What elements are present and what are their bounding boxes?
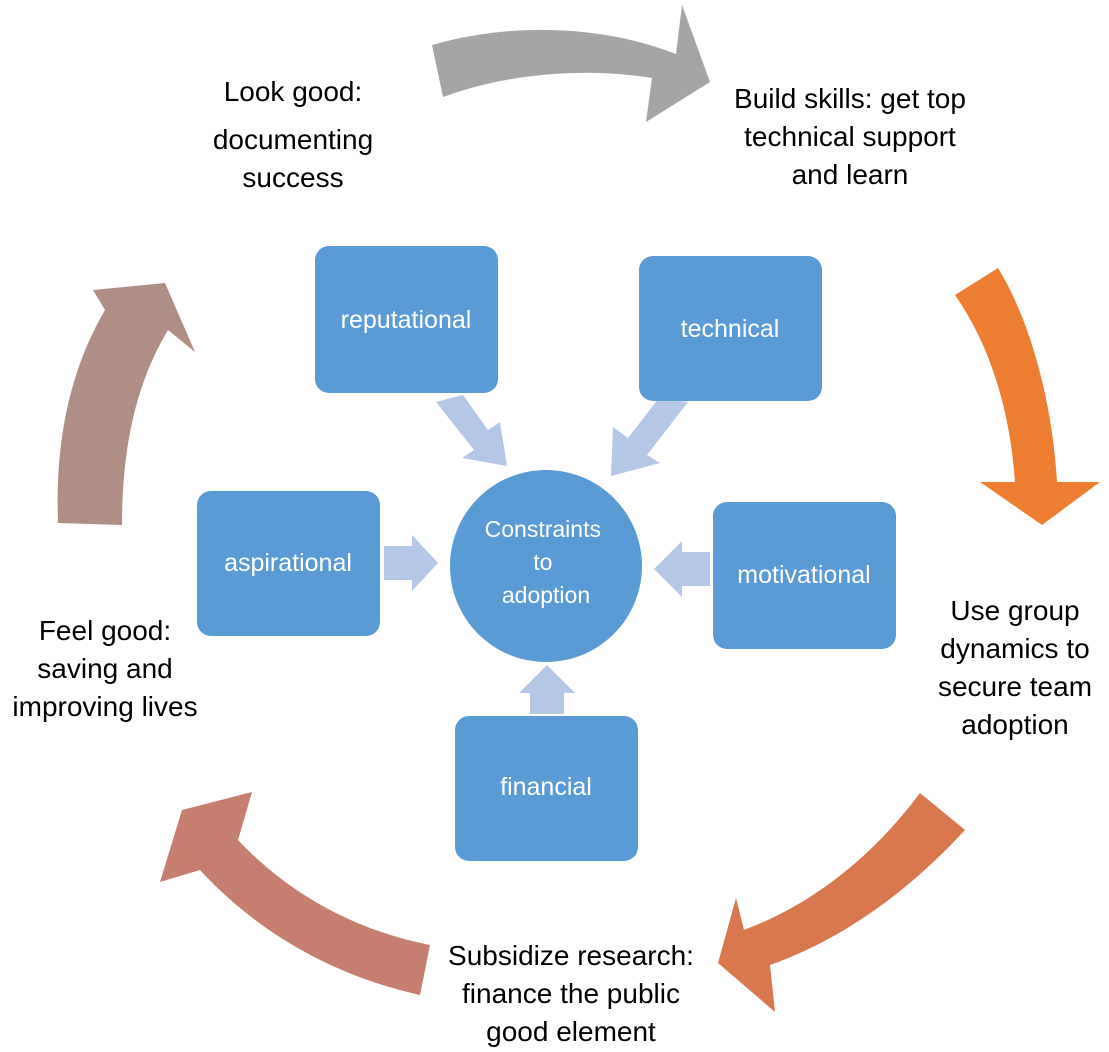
constraint-box-motivational: motivational	[713, 502, 896, 649]
label-line: Look good:	[223, 76, 363, 107]
constraint-label-financial: financial	[500, 773, 592, 801]
label-line: success	[242, 162, 344, 193]
cycle-arrow-left	[57, 283, 196, 525]
label-line: Feel good:	[38, 615, 172, 646]
constraint-label-aspirational: aspirational	[224, 549, 352, 577]
label-line: and learn	[791, 159, 909, 190]
label-line: Use group	[950, 595, 1080, 626]
label-line: Subsidize research:	[448, 940, 694, 971]
cycle-label-subsidize: Subsidize research: finance the public g…	[421, 937, 721, 1051]
center-node: Constraints to adoption	[450, 470, 642, 662]
cycle-arrow-bottom-left	[160, 792, 430, 995]
label-line: saving and	[37, 653, 173, 684]
cycle-arrow-top	[432, 5, 710, 122]
cycle-label-feel-good: Feel good: saving and improving lives	[0, 612, 210, 726]
cycle-label-build-skills: Build skills: get top technical support …	[700, 80, 1000, 194]
constraint-box-reputational: reputational	[315, 246, 498, 393]
cycle-label-look-good: Look good: documenting success	[173, 73, 413, 197]
inner-arrow-technical	[611, 398, 688, 476]
constraint-box-technical: technical	[639, 256, 822, 401]
label-line: documenting	[212, 124, 374, 155]
cycle-arrow-bottom-right	[718, 793, 965, 1012]
label-line: secure team	[937, 671, 1093, 702]
center-label-line: Constraints	[485, 516, 601, 542]
inner-arrow-motivational	[654, 541, 710, 597]
constraint-label-reputational: reputational	[341, 306, 472, 334]
label-line: finance the public	[462, 978, 680, 1009]
cycle-label-group-dynamics: Use group dynamics to secure team adopti…	[922, 592, 1108, 744]
label-line: improving lives	[12, 691, 198, 722]
center-label-line: adoption	[502, 582, 590, 608]
label-line: Build skills: get top	[734, 83, 966, 114]
inner-arrow-reputational	[436, 395, 507, 466]
inner-arrow-aspirational	[384, 535, 438, 591]
label-line: adoption	[961, 709, 1069, 740]
label-line: good element	[486, 1016, 656, 1047]
center-label: Constraints to adoption	[485, 516, 608, 608]
label-line: dynamics to	[940, 633, 1090, 664]
constraint-box-financial: financial	[455, 716, 638, 861]
constraint-label-motivational: motivational	[737, 561, 870, 589]
constraint-box-aspirational: aspirational	[197, 491, 380, 636]
inner-arrow-financial	[519, 665, 575, 714]
center-label-line: to	[533, 549, 552, 575]
constraint-label-technical: technical	[681, 315, 780, 343]
label-line: technical support	[744, 121, 956, 152]
cycle-arrow-right	[955, 268, 1100, 525]
